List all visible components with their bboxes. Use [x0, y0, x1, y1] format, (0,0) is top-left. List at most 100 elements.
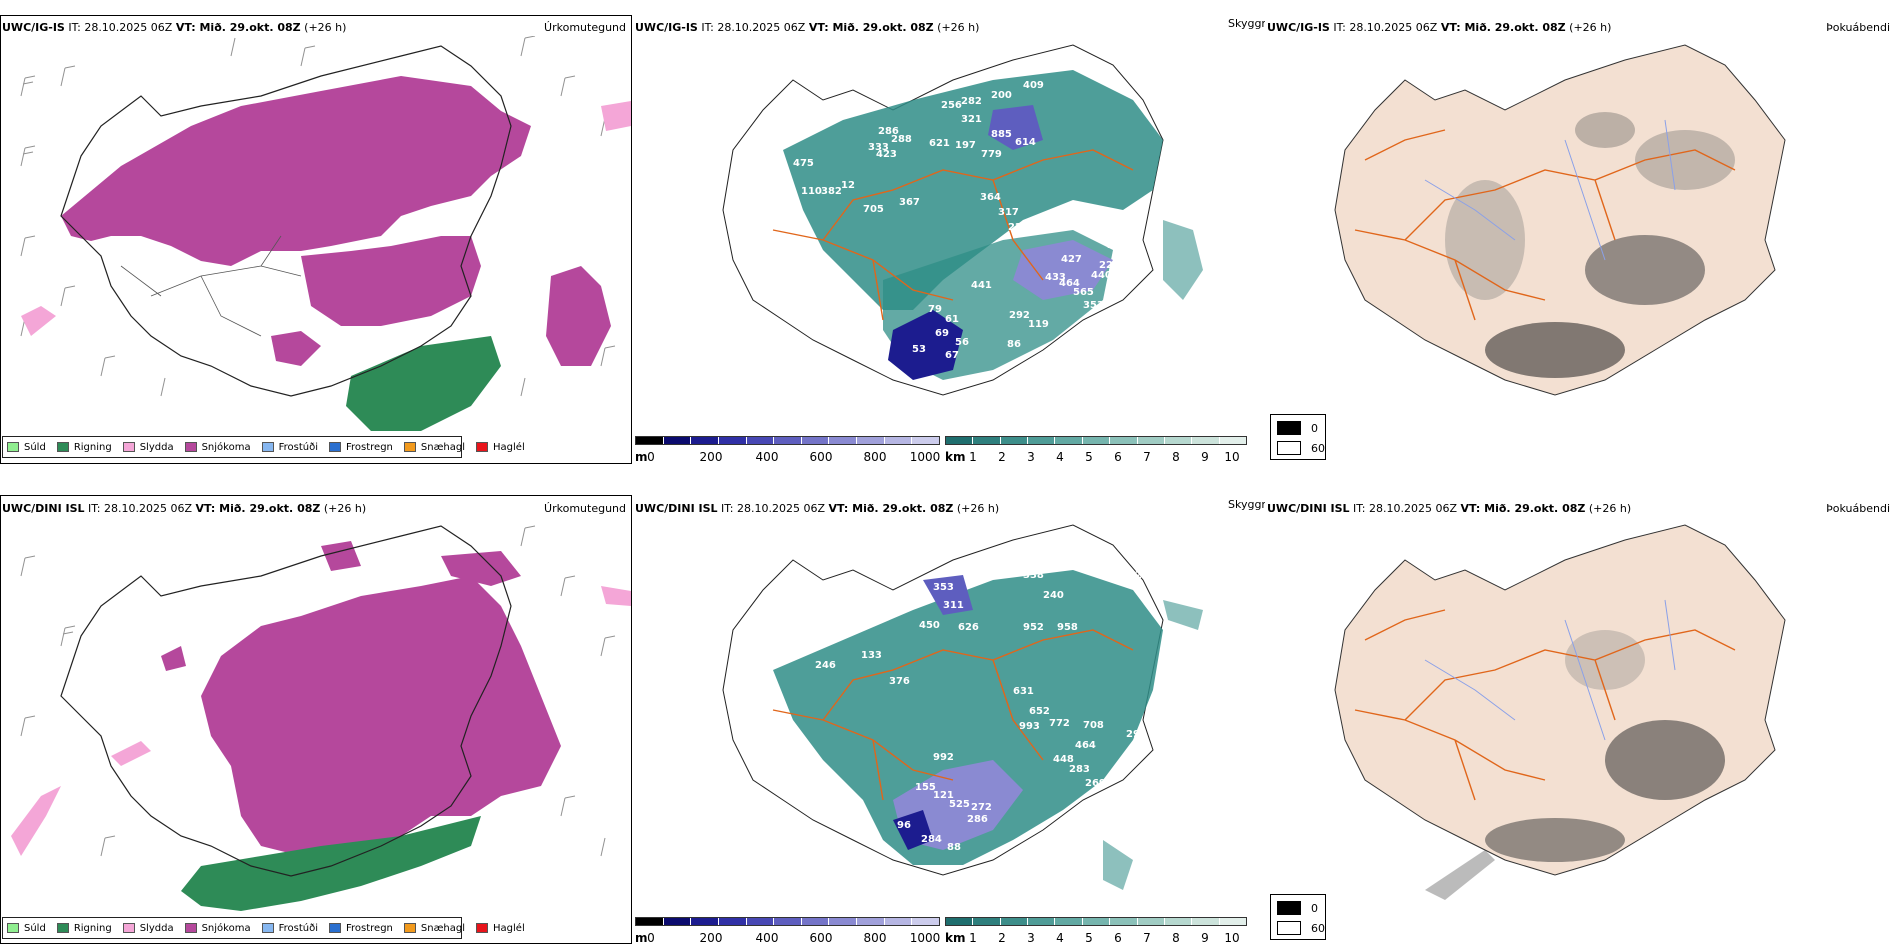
- river-network: [1424, 599, 1676, 741]
- ceiling-value-label: 364: [980, 192, 1001, 203]
- fog-patch: [1585, 235, 1705, 305]
- low-ceiling-area: [923, 575, 973, 615]
- ceiling-value-label: 565: [1073, 287, 1094, 298]
- ceiling-value-label: 409: [1023, 80, 1044, 91]
- fog-legend: 0 60: [1270, 894, 1326, 940]
- colorbar-cells: [635, 917, 940, 926]
- legend-item: Slydda: [122, 442, 174, 453]
- ceiling-value-label: 121: [933, 790, 954, 801]
- precip-map-frame: [0, 15, 632, 464]
- low-ceiling-area: [988, 105, 1043, 150]
- precip-map-frame: [0, 495, 632, 944]
- colorbar-unit: km: [945, 450, 966, 464]
- ceiling-value-label: 234: [1105, 570, 1126, 581]
- road-network: [772, 149, 1134, 321]
- ceiling-value-label: 475: [793, 158, 814, 169]
- ceiling-colorbar: m 0 200 400 600 800 1000: [635, 917, 945, 950]
- legend-swatch: [476, 442, 489, 452]
- legend-item: Snæhagl: [403, 442, 465, 453]
- snow-area: [546, 266, 611, 366]
- model-name: UWC/DINI ISL: [635, 502, 718, 515]
- ceiling-value-label: 626: [958, 622, 979, 633]
- legend-swatch: [122, 923, 135, 933]
- lead-time: (+26 h): [956, 502, 1000, 515]
- colorbar-tick: 5: [1085, 450, 1093, 464]
- valid-time: VT: Mið. 29.okt. 08Z: [195, 502, 321, 515]
- ceiling-value-label: 53: [912, 344, 926, 355]
- legend-swatch: [56, 923, 69, 933]
- river-network: [1424, 119, 1676, 261]
- panel-title: Þokuábendi: [1826, 502, 1890, 515]
- panel-title: Úrkomutegund: [544, 21, 626, 34]
- colorbar-tick: 1: [969, 450, 977, 464]
- legend-item: Frostregn: [329, 923, 393, 934]
- legend-item: Snjókoma: [184, 923, 251, 934]
- low-ceiling-area: [888, 310, 963, 380]
- colorbar-tick: 0: [647, 450, 655, 464]
- ceiling-value-label: 993: [1019, 721, 1040, 732]
- colorbar-tick: 3: [1027, 931, 1035, 945]
- init-time: IT: 28.10.2025 06Z: [88, 502, 193, 515]
- ceiling-value-label: 652: [1029, 706, 1050, 717]
- ceiling-value-label: 61: [945, 314, 959, 325]
- lead-time: (+26 h): [937, 21, 980, 34]
- init-time: IT: 28.10.2025 06Z: [721, 502, 826, 515]
- ceiling-value-label: 240: [1043, 590, 1064, 601]
- legend-swatch: [476, 923, 489, 933]
- colorbar-tick: 2: [998, 450, 1006, 464]
- panel-header: UWC/DINI ISL IT: 28.10.2025 06Z VT: Mið.…: [2, 502, 366, 515]
- colorbar-tick: 0: [647, 931, 655, 945]
- panel-header: UWC/IG-IS IT: 28.10.2025 06Z VT: Mið. 29…: [2, 21, 346, 34]
- lead-time: (+26 h): [1569, 21, 1612, 34]
- legend-item: Slydda: [122, 923, 174, 934]
- fog-patch: [1445, 180, 1525, 300]
- colorbar-tick: 1: [969, 931, 977, 945]
- ceiling-value-label: 88: [947, 842, 961, 853]
- snow-area: [271, 331, 321, 366]
- ceiling-value-label: 885: [991, 129, 1012, 140]
- ceiling-value-label: 779: [981, 149, 1002, 160]
- model-name: UWC/DINI ISL: [2, 502, 85, 515]
- legend-item: Haglél: [476, 923, 525, 934]
- legend-item: Rigning: [56, 923, 112, 934]
- lead-time: (+26 h): [1588, 502, 1632, 515]
- colorbar-tick: 10: [1224, 931, 1240, 945]
- fog-patch: [1485, 818, 1625, 862]
- precip-panel-row2: UWC/DINI ISL IT: 28.10.2025 06Z VT: Mið.…: [0, 480, 632, 950]
- fog-patch: [1575, 112, 1635, 148]
- model-name: UWC/DINI ISL: [1267, 502, 1350, 515]
- ceiling-value-label: 269: [1085, 778, 1106, 789]
- ceiling-value-label: 200: [991, 90, 1012, 101]
- ceiling-value-label: 464: [1059, 278, 1080, 289]
- colorbar-unit: m: [635, 931, 648, 945]
- ceiling-value-label: 525: [949, 799, 970, 810]
- ceiling-value-label: 450: [919, 620, 940, 631]
- colorbar-tick: 8: [1172, 931, 1180, 945]
- fog-swatch: [1277, 441, 1301, 455]
- ceiling-value-label: 441: [971, 280, 992, 291]
- road-network: [1354, 609, 1736, 801]
- legend-item: Haglél: [476, 442, 525, 453]
- sleet-area: [21, 306, 56, 336]
- ceiling-value-label: 338: [1023, 570, 1044, 581]
- ceiling-value-label: 523: [1163, 570, 1184, 581]
- panel-title: Úrkomutegund: [544, 502, 626, 515]
- ceiling-value-label: 423: [876, 149, 897, 160]
- visibility-field: [1163, 600, 1203, 630]
- snow-area: [161, 646, 186, 671]
- visibility-field: [773, 570, 1163, 865]
- road-network: [120, 235, 302, 337]
- ceiling-panel-row1: UWC/IG-IS IT: 28.10.2025 06Z VT: Mið. 29…: [633, 0, 1265, 465]
- panel-title: Skyggni: [1228, 17, 1265, 30]
- precip-legend: Súld Rigning Slydda Snjókoma Frostúði Fr…: [2, 436, 525, 458]
- ceiling-value-label: 246: [815, 660, 836, 671]
- panel-title: Skyggni: [1228, 498, 1265, 511]
- precip-map: [11, 525, 631, 911]
- ceiling-value-label: 286: [967, 814, 988, 825]
- colorbar-cells: [635, 436, 940, 445]
- ceiling-value-label: 952: [1023, 622, 1044, 633]
- legend-swatch: [184, 923, 197, 933]
- fog-swatch: [1277, 921, 1301, 935]
